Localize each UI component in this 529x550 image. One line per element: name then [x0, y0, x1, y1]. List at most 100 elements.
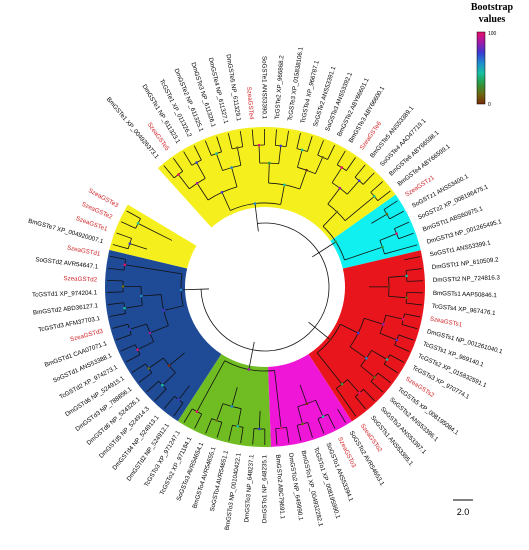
branch-line [274, 129, 277, 146]
bootstrap-node [279, 426, 283, 430]
bootstrap-node [177, 398, 180, 402]
branch-line [406, 302, 423, 306]
branch-line [120, 221, 136, 229]
branch-line [239, 130, 244, 147]
bootstrap-node [177, 173, 180, 176]
branch-line [214, 360, 226, 379]
leaf-label: TcGSTs4 XP_967476.1 [432, 303, 497, 317]
bootstrap-nodes [121, 143, 408, 431]
branch-line [296, 425, 302, 441]
branch-arc [200, 222, 330, 352]
bootstrap-node [405, 296, 408, 299]
branch-line [337, 408, 347, 424]
bootstrap-node [381, 323, 385, 326]
scale-bar: 2.0 [453, 499, 473, 517]
branch-line [194, 413, 203, 429]
bootstrap-node [401, 317, 405, 321]
branch-line [252, 428, 255, 445]
branch-line [173, 402, 184, 417]
bootstrap-node [128, 328, 131, 331]
leaf-label: DmGSTo1 NP_648235.1 [261, 454, 268, 523]
branch-line [354, 164, 366, 178]
branch-line [124, 264, 143, 268]
bootstrap-legend: Bootstrap values 100 0 [471, 2, 514, 108]
bootstrap-node [321, 155, 324, 159]
branch-line [163, 305, 184, 311]
branch-line [129, 323, 147, 330]
bootstrap-node [236, 146, 239, 150]
bootstrap-node [267, 161, 271, 165]
leaf-label: SzeaGSTd2 [63, 275, 98, 283]
branch-line [154, 388, 167, 401]
bootstrap-node [140, 294, 143, 298]
branch-line [120, 344, 136, 352]
branch-line [327, 187, 341, 205]
branch-line [379, 332, 397, 341]
branch-line [107, 291, 124, 293]
legend-title-line2: values [479, 14, 506, 25]
clade-wedge-magenta [267, 354, 352, 447]
branch-line [377, 190, 391, 201]
bootstrap-node [136, 222, 140, 225]
branch-line [394, 221, 410, 230]
branch-line [307, 422, 313, 438]
bootstrap-node [356, 331, 360, 335]
branch-line [149, 325, 169, 334]
branch-line [335, 388, 347, 404]
bootstrap-node [236, 425, 240, 428]
leaf-label: SzeaGSTe4 [245, 86, 255, 120]
branch-line [385, 314, 404, 320]
branch-line [153, 231, 173, 241]
bootstrap-node [300, 148, 304, 152]
leaf-label: SzeaGSTd3 [69, 328, 104, 344]
branch-line [314, 326, 331, 341]
branch-line [299, 170, 307, 190]
bootstrap-node [215, 419, 219, 422]
branch-line [286, 427, 290, 444]
bootstrap-node [195, 181, 199, 185]
branch-line [248, 349, 254, 370]
branch-line [280, 184, 285, 205]
leaf-label: SzeaGSTd1 [66, 244, 101, 258]
branch-line [322, 211, 338, 227]
bootstrap-node [283, 183, 286, 187]
branch-line [115, 334, 132, 341]
branch-line [406, 280, 423, 282]
branch-line [196, 183, 209, 201]
branch-line [162, 372, 176, 386]
leaf-label: DmGSTo3 NP_648237.1 [243, 454, 255, 523]
bootstrap-node [195, 410, 199, 413]
legend-color-bar [476, 31, 486, 105]
branch-line [216, 153, 223, 171]
branch-line [347, 379, 360, 394]
branch-line [221, 192, 231, 211]
branch-line [131, 363, 146, 373]
clade-wedge-yellow [109, 204, 197, 269]
branch-line [268, 163, 270, 184]
leaf-label: TcGSTe2 XP_966868.2 [274, 54, 286, 119]
legend-max-label: 100 [488, 31, 497, 37]
branch-line [388, 295, 407, 299]
branch-line [394, 344, 410, 352]
branch-line [236, 147, 242, 166]
bootstrap-node [179, 288, 183, 292]
branch-line [307, 136, 313, 152]
leaf-label: BmGSTo2 ABC79691.1 [274, 454, 286, 520]
branch-line [231, 387, 238, 407]
branch-line [124, 305, 143, 309]
branch-line [228, 425, 233, 441]
branch-line [278, 410, 282, 429]
bootstrap-node [136, 348, 139, 351]
branch-line [355, 396, 366, 410]
branch-line [126, 210, 141, 219]
branch-line [331, 167, 343, 183]
bootstrap-node [321, 415, 325, 418]
branch-line [163, 165, 175, 179]
branch-line [370, 381, 384, 393]
branch-line [401, 324, 418, 330]
bootstrap-node [162, 309, 165, 312]
branch-line [285, 130, 289, 147]
branch-line [318, 241, 337, 253]
branch-line [360, 196, 375, 209]
